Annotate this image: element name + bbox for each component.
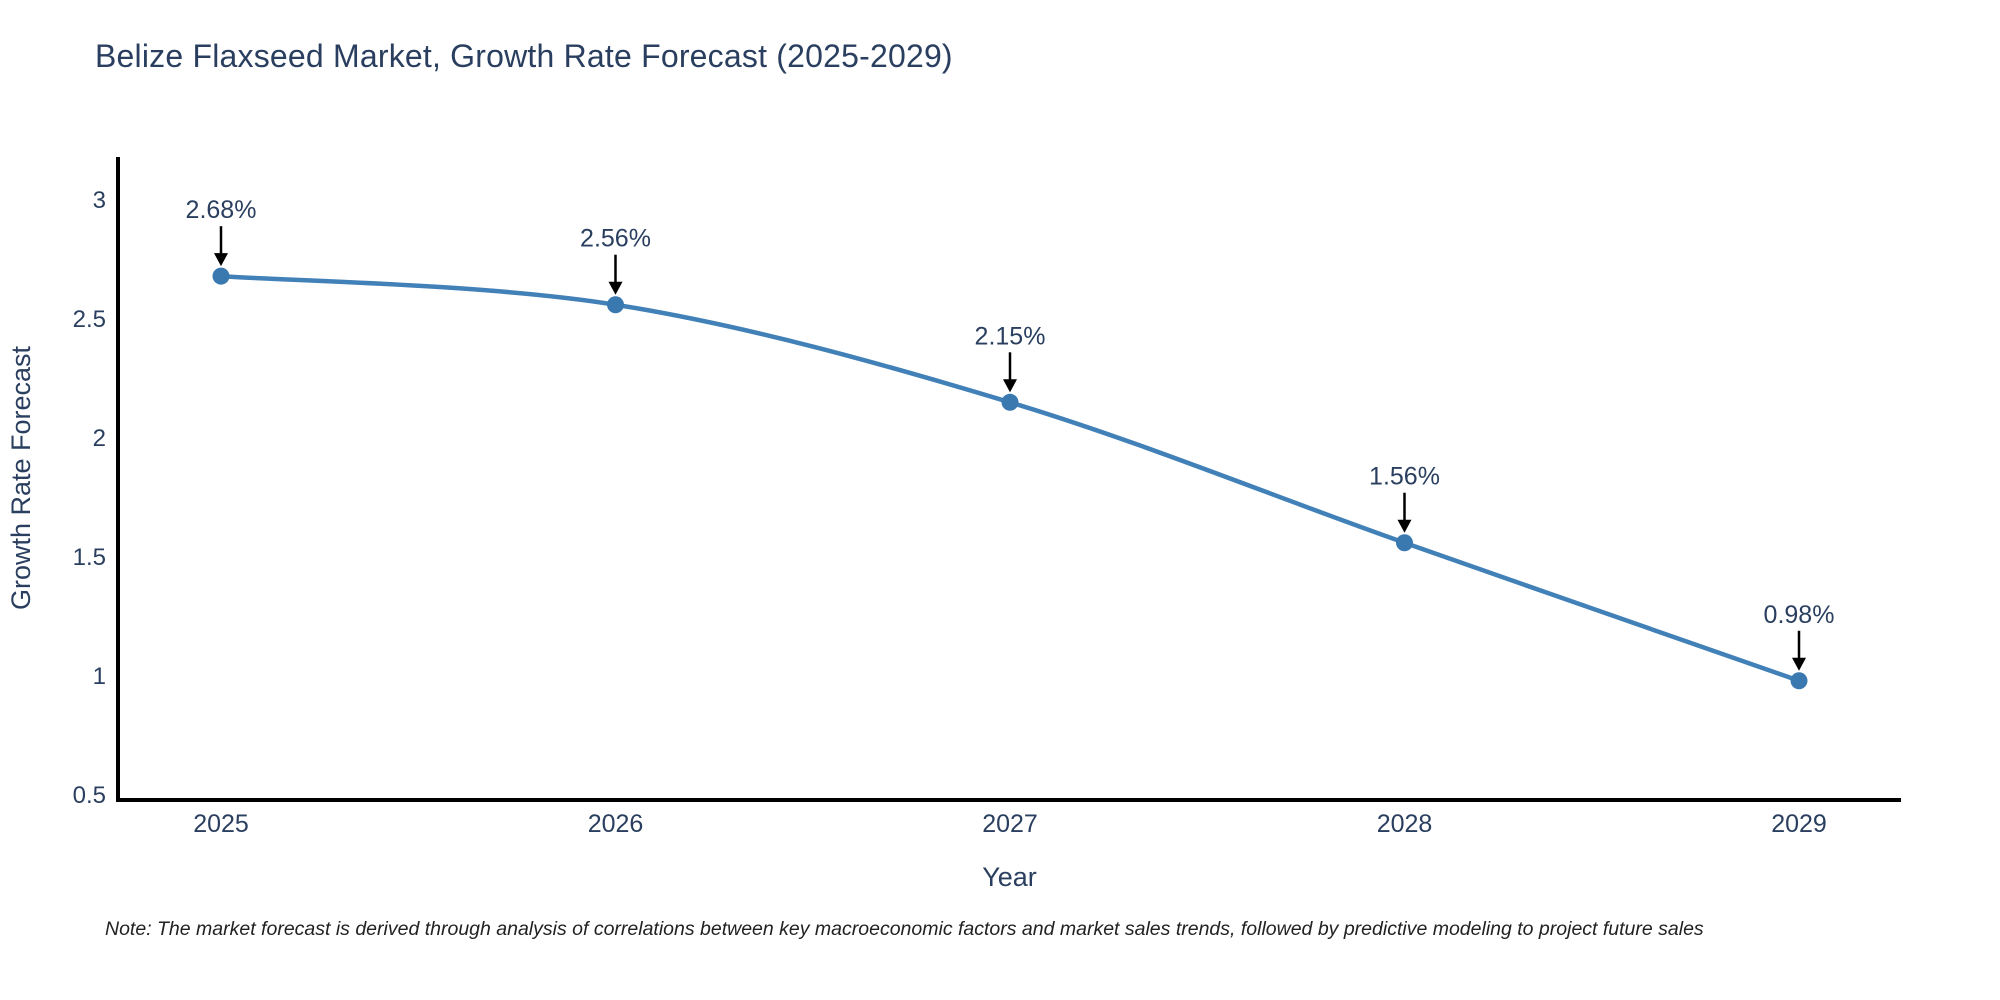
data-point xyxy=(212,267,230,285)
x-tick-label: 2028 xyxy=(1377,810,1433,838)
x-tick-label: 2026 xyxy=(588,810,644,838)
annotation-arrowhead xyxy=(1792,657,1806,671)
y-tick-label: 2 xyxy=(93,425,106,452)
chart-title: Belize Flaxseed Market, Growth Rate Fore… xyxy=(95,38,953,74)
x-axis-title: Year xyxy=(982,862,1037,892)
data-point xyxy=(1001,393,1019,411)
data-point xyxy=(1790,672,1808,690)
x-tick-label: 2027 xyxy=(982,810,1038,838)
point-label: 2.56% xyxy=(580,225,651,253)
y-axis-title: Growth Rate Forecast xyxy=(6,345,36,610)
y-tick-label: 2.5 xyxy=(73,306,106,333)
point-label: 0.98% xyxy=(1764,601,1835,629)
annotation-arrowhead xyxy=(214,253,228,267)
data-point xyxy=(607,296,624,314)
point-label: 2.15% xyxy=(975,322,1046,350)
y-tick-label: 1 xyxy=(93,663,106,690)
x-tick-label: 2029 xyxy=(1771,810,1827,838)
annotation-arrowhead xyxy=(608,281,623,295)
annotation-arrowhead xyxy=(1003,379,1017,393)
chart-footnote: Note: The market forecast is derived thr… xyxy=(105,918,1704,940)
data-point xyxy=(1396,534,1413,552)
point-label: 2.68% xyxy=(186,196,257,224)
y-tick-label: 3 xyxy=(93,187,106,214)
annotation-arrowhead xyxy=(1397,519,1412,533)
y-tick-label: 1.5 xyxy=(73,544,106,571)
x-tick-label: 2025 xyxy=(193,810,249,838)
y-tick-label: 0.5 xyxy=(73,782,106,809)
point-label: 1.56% xyxy=(1369,463,1440,491)
